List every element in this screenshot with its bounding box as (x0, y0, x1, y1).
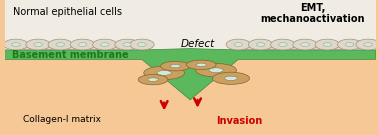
Ellipse shape (85, 44, 102, 50)
FancyBboxPatch shape (5, 0, 376, 50)
Ellipse shape (356, 39, 378, 50)
Text: Defect: Defect (180, 39, 215, 49)
Ellipse shape (241, 44, 258, 50)
Text: Collagen-I matrix: Collagen-I matrix (23, 115, 101, 124)
Ellipse shape (123, 43, 132, 46)
Ellipse shape (48, 39, 73, 50)
Ellipse shape (263, 44, 280, 50)
Ellipse shape (364, 43, 372, 46)
Ellipse shape (286, 44, 302, 50)
Ellipse shape (323, 43, 332, 46)
Ellipse shape (101, 43, 109, 46)
Ellipse shape (144, 66, 184, 80)
Ellipse shape (26, 39, 50, 50)
Ellipse shape (301, 43, 309, 46)
Ellipse shape (63, 44, 80, 50)
Ellipse shape (157, 70, 171, 75)
Ellipse shape (138, 75, 168, 85)
Ellipse shape (56, 43, 65, 46)
Polygon shape (5, 49, 376, 100)
Text: Normal epithelial cells: Normal epithelial cells (13, 7, 122, 17)
Ellipse shape (170, 65, 180, 68)
Ellipse shape (196, 63, 237, 77)
Ellipse shape (186, 60, 216, 70)
Ellipse shape (293, 39, 317, 50)
Ellipse shape (234, 43, 243, 46)
Ellipse shape (248, 39, 273, 50)
Ellipse shape (115, 39, 139, 50)
Ellipse shape (209, 68, 223, 72)
FancyBboxPatch shape (5, 50, 376, 135)
Ellipse shape (70, 39, 95, 50)
Text: Basement membrane: Basement membrane (12, 50, 129, 60)
Ellipse shape (271, 39, 295, 50)
Ellipse shape (34, 43, 42, 46)
Ellipse shape (279, 43, 287, 46)
Ellipse shape (78, 43, 87, 46)
Ellipse shape (138, 43, 146, 46)
Text: EMT,
mechanoactivation: EMT, mechanoactivation (260, 3, 365, 24)
Ellipse shape (225, 76, 237, 80)
Ellipse shape (345, 43, 354, 46)
Ellipse shape (330, 44, 347, 50)
Ellipse shape (212, 72, 249, 84)
Ellipse shape (19, 44, 35, 50)
Ellipse shape (226, 39, 251, 50)
Ellipse shape (196, 63, 206, 66)
Ellipse shape (3, 39, 28, 50)
Ellipse shape (41, 44, 57, 50)
Ellipse shape (256, 43, 265, 46)
Ellipse shape (108, 44, 124, 50)
Ellipse shape (315, 39, 339, 50)
Ellipse shape (308, 44, 324, 50)
Ellipse shape (130, 39, 154, 50)
Ellipse shape (12, 43, 20, 46)
Ellipse shape (160, 61, 190, 71)
Ellipse shape (148, 78, 158, 81)
Text: Invasion: Invasion (216, 116, 262, 126)
Ellipse shape (337, 39, 362, 50)
Ellipse shape (93, 39, 117, 50)
